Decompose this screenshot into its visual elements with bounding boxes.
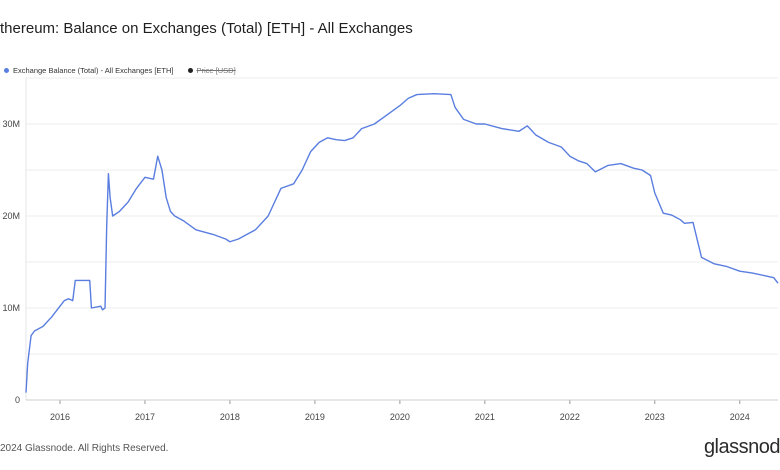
x-tick-label: 2023	[645, 412, 665, 422]
legend-dot-icon	[4, 67, 9, 73]
y-tick-label: 0	[15, 395, 20, 405]
x-tick-label: 2019	[305, 412, 325, 422]
legend-item-price[interactable]: Price [USD]	[187, 65, 236, 75]
legend-dot-icon	[187, 67, 193, 73]
x-tick-label: 2024	[730, 412, 750, 422]
x-tick-label: 2016	[50, 412, 70, 422]
legend-label: Price [USD]	[196, 65, 236, 75]
chart-title: thereum: Balance on Exchanges (Total) [E…	[0, 20, 413, 37]
series-line-exchange-balance	[25, 92, 779, 393]
legend-label: Exchange Balance (Total) - All Exchanges…	[13, 65, 174, 75]
y-tick-label: 20M	[2, 211, 20, 221]
x-tick-label: 2020	[390, 412, 410, 422]
brand-logo: glassnod	[703, 436, 780, 458]
y-tick-label: 10M	[2, 303, 20, 313]
x-tick-label: 2018	[220, 412, 240, 422]
legend: Exchange Balance (Total) - All Exchanges…	[4, 64, 236, 76]
x-tick-label: 2017	[135, 412, 155, 422]
x-tick-label: 2021	[475, 412, 495, 422]
copyright-footer: 2024 Glassnode. All Rights Reserved.	[0, 443, 169, 454]
legend-item-exchange-balance[interactable]: Exchange Balance (Total) - All Exchanges…	[4, 66, 174, 75]
x-tick-label: 2022	[560, 412, 580, 422]
y-tick-label: 30M	[2, 119, 20, 129]
